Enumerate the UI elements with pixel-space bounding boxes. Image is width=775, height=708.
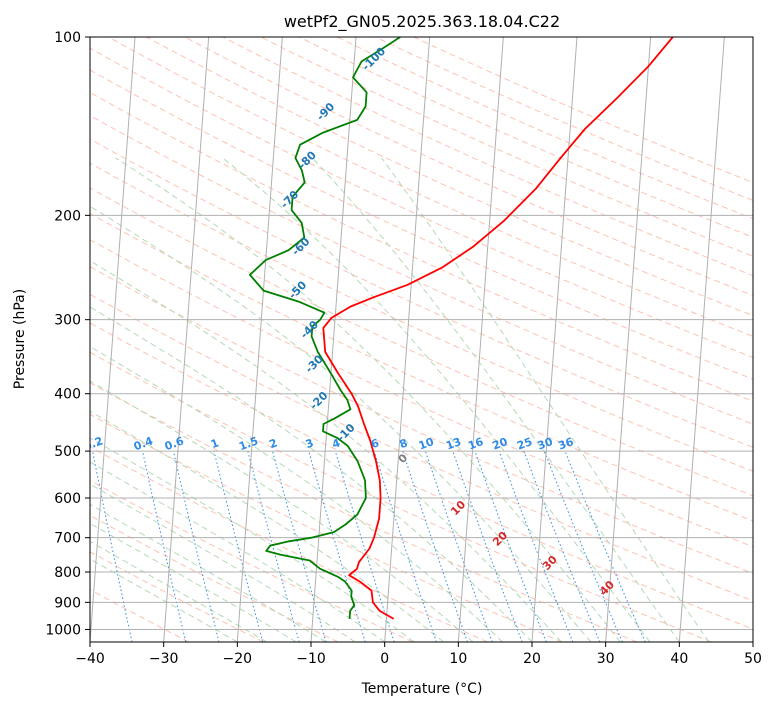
isotherm-line bbox=[457, 37, 504, 642]
mixing-ratio-label: 16 bbox=[466, 435, 485, 453]
dry-adiabat-line bbox=[90, 212, 753, 522]
mixing-ratio-label: 30 bbox=[536, 435, 555, 453]
mixing-ratio-line bbox=[474, 450, 547, 642]
x-tick-label: 20 bbox=[523, 651, 541, 667]
y-tick-label: 1000 bbox=[45, 622, 81, 638]
moist-adiabat-line bbox=[311, 157, 680, 642]
mixing-ratio-line bbox=[172, 450, 220, 642]
isotherm-line bbox=[605, 37, 652, 642]
isotherm-line bbox=[531, 37, 578, 642]
mixing-ratio-label: 3 bbox=[304, 436, 316, 451]
mixing-ratio-label: 10 bbox=[417, 435, 436, 453]
y-tick-label: 300 bbox=[54, 313, 81, 329]
y-tick-label: 100 bbox=[54, 30, 81, 46]
y-tick-label: 500 bbox=[54, 444, 81, 460]
y-tick-label: 900 bbox=[54, 595, 81, 611]
y-tick-label: 200 bbox=[54, 208, 81, 224]
mixing-ratio-line bbox=[213, 450, 264, 642]
isotherm-line bbox=[384, 37, 431, 642]
profile-line bbox=[322, 37, 674, 620]
mixing-ratio-label: 6 bbox=[369, 436, 381, 451]
dry-adiabat-line bbox=[90, 322, 753, 630]
profile-line bbox=[248, 37, 401, 619]
dry-adiabat-line bbox=[90, 446, 488, 642]
x-tick-label: 40 bbox=[670, 651, 688, 667]
moist-adiabat-line bbox=[381, 157, 710, 642]
mixing-ratio-line bbox=[452, 450, 523, 642]
mixing-ratio-label: 8 bbox=[398, 436, 410, 451]
mixing-ratio-label: 0.6 bbox=[163, 434, 186, 453]
x-tick-label: 30 bbox=[597, 651, 615, 667]
dry-adiabat-line bbox=[90, 138, 753, 448]
mixing-ratio-label: 2 bbox=[268, 436, 280, 451]
x-tick-label: 50 bbox=[744, 651, 762, 667]
mixing-ratio-line bbox=[142, 450, 187, 642]
mixing-ratio-line bbox=[247, 450, 300, 642]
axes: −40 −30 −20 −10 0 10 20 30 40 50 1000 900 800 700 600 5… bbox=[45, 30, 762, 667]
mixing-ratio-line bbox=[272, 450, 327, 642]
dry-adiabat-line bbox=[184, 37, 753, 297]
profiles bbox=[248, 37, 674, 620]
mixing-ratio-line bbox=[373, 450, 437, 642]
mixing-ratio-label: 1 bbox=[209, 436, 221, 451]
mixing-ratio-line bbox=[402, 450, 468, 642]
chart-title: wetPf2_GN05.2025.363.18.04.C22 bbox=[284, 12, 560, 32]
isotherm-line bbox=[163, 37, 210, 642]
mixing-ratio-line bbox=[543, 450, 623, 642]
mixing-ratio-label: 13 bbox=[444, 435, 463, 452]
isotherm-line bbox=[310, 37, 357, 642]
y-axis-label: Pressure (hPa) bbox=[12, 289, 28, 389]
dry-adiabat-line bbox=[90, 293, 753, 602]
y-tick-label: 400 bbox=[54, 387, 81, 403]
y-tick-label: 600 bbox=[54, 491, 81, 507]
dry-adiabat-line bbox=[90, 413, 563, 642]
x-axis-label: Temperature (°C) bbox=[361, 681, 483, 697]
x-tick-label: −40 bbox=[75, 651, 105, 667]
mixing-ratio-label: 25 bbox=[515, 435, 534, 452]
mixing-ratio-label: 4 bbox=[330, 436, 342, 451]
dry-adiabat-line bbox=[90, 351, 712, 642]
mixing-ratio-line bbox=[92, 451, 133, 642]
x-tick-label: 0 bbox=[380, 651, 389, 667]
isotherm-line bbox=[678, 37, 725, 642]
mixing-ratio-line bbox=[308, 450, 366, 642]
dry-adiabat-line bbox=[90, 187, 753, 497]
mixing-ratio-label: 0.4 bbox=[132, 434, 155, 453]
dry-adiabat-line bbox=[90, 588, 190, 642]
dry-adiabat-line bbox=[90, 266, 753, 574]
mixing-ratio-line bbox=[498, 450, 574, 642]
mixing-ratio-line bbox=[523, 450, 601, 642]
moist-adiabat-line bbox=[222, 157, 651, 642]
mixing-ratio-label: 36 bbox=[556, 435, 575, 453]
isotherm-line bbox=[236, 37, 283, 642]
plot-frame bbox=[89, 36, 754, 643]
isotherm-line bbox=[90, 37, 136, 642]
dry-adiabat-line bbox=[90, 239, 753, 548]
x-tick-label: −20 bbox=[223, 651, 253, 667]
mixing-ratio-line bbox=[425, 450, 493, 642]
moist-adiabat-line bbox=[90, 346, 503, 642]
dry-adiabat-line bbox=[90, 551, 264, 642]
grid bbox=[90, 37, 753, 642]
y-tick-label: 700 bbox=[54, 531, 81, 547]
dry-adiabat-line bbox=[90, 47, 753, 359]
mixing-ratio-label: 20 bbox=[491, 435, 510, 453]
x-tick-label: −30 bbox=[149, 651, 179, 667]
x-tick-label: 10 bbox=[449, 651, 467, 667]
y-tick-label: 800 bbox=[54, 565, 81, 581]
x-tick-label: −10 bbox=[296, 651, 326, 667]
mixing-ratio-label: 1.5 bbox=[237, 434, 260, 453]
